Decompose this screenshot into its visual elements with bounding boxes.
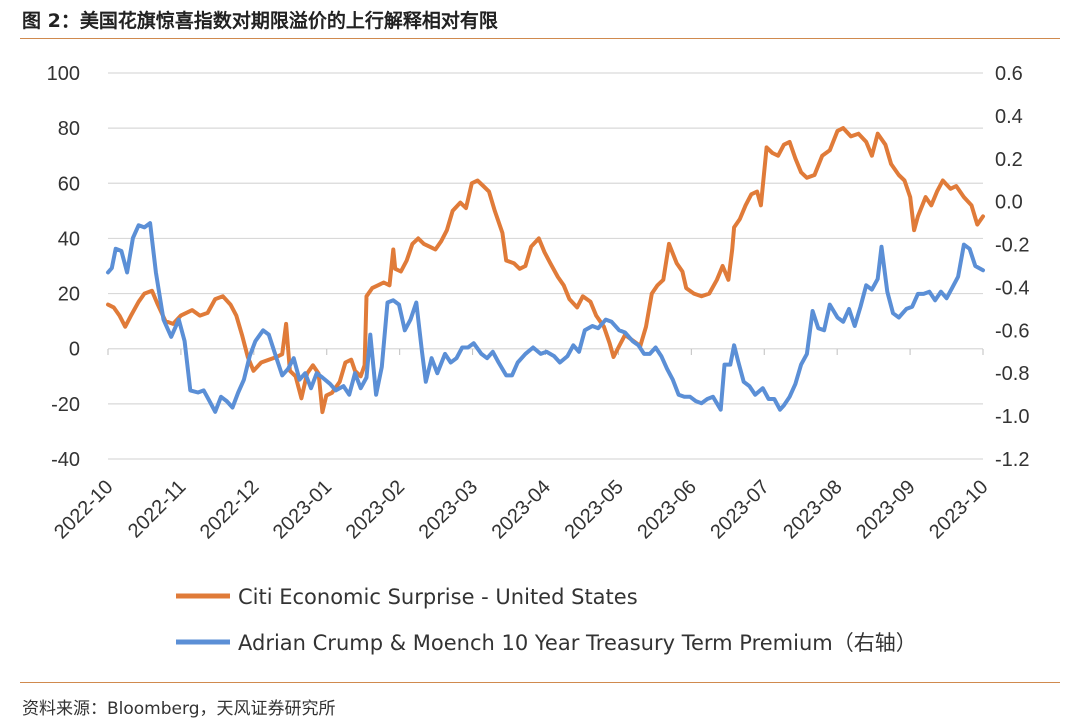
right-tick-label: -1.0 [995, 406, 1029, 428]
right-tick-label: -0.4 [995, 277, 1029, 299]
x-tick-label: 2023-10 [925, 476, 992, 543]
right-tick-label: -0.6 [995, 320, 1029, 342]
x-tick-label: 2022-12 [196, 476, 263, 543]
x-tick-label: 2023-08 [779, 476, 846, 543]
x-tick-label: 2023-04 [488, 476, 555, 543]
right-tick-label: -0.2 [995, 235, 1029, 257]
left-tick-label: -40 [51, 449, 80, 471]
x-tick-label: 2023-07 [706, 476, 773, 543]
series-lines [106, 126, 985, 415]
left-axis-ticks: 100 80 60 40 20 0 -20 -40 [47, 63, 80, 471]
legend-label-1: Citi Economic Surprise - United States [238, 585, 638, 609]
legend-label-2: Adrian Crump & Moench 10 Year Treasury T… [238, 631, 917, 655]
figure-title: 图 2：美国花旗惊喜指数对期限溢价的上行解释相对有限 [22, 10, 498, 32]
series-line-2 [106, 221, 985, 414]
right-tick-label: 0.6 [995, 63, 1023, 85]
left-tick-label: 40 [58, 228, 80, 250]
title-rule [20, 38, 1060, 39]
left-tick-label: 20 [58, 284, 80, 306]
left-tick-label: 80 [58, 118, 80, 140]
grid-lines [108, 72, 983, 460]
x-tick-label: 2023-01 [269, 476, 336, 543]
right-tick-label: -0.8 [995, 363, 1029, 385]
x-tick-label: 2023-05 [560, 476, 627, 543]
right-tick-label: 0.2 [995, 149, 1023, 171]
x-axis-ticks: 2022-10 2022-11 2022-12 2023-01 2023-02 2023-… [50, 349, 993, 543]
source-rule [20, 682, 1060, 683]
source-note: 资料来源：Bloomberg，天风证券研究所 [22, 699, 336, 719]
x-tick-label: 2023-03 [415, 476, 482, 543]
x-tick-label: 2023-09 [852, 476, 919, 543]
left-tick-label: 60 [58, 173, 80, 195]
right-tick-label: 0.4 [995, 106, 1023, 128]
chart: 100 80 60 40 20 0 -20 -40 0.6 0.4 0.2 0.0 -0.2 -0.4 -… [47, 63, 1030, 655]
left-tick-label: 100 [47, 63, 80, 85]
x-tick-label: 2022-10 [50, 476, 117, 543]
left-tick-label: -20 [51, 394, 80, 416]
right-axis-ticks: 0.6 0.4 0.2 0.0 -0.2 -0.4 -0.6 -0.8 -1.0 -1.2 [995, 63, 1029, 471]
legend: Citi Economic Surprise - United States Ad… [176, 585, 917, 655]
x-tick-label: 2022-11 [124, 476, 190, 542]
x-tick-label: 2023-02 [342, 476, 409, 543]
series-line-1 [106, 126, 985, 415]
right-tick-label: -1.2 [995, 449, 1029, 471]
right-tick-label: 0.0 [995, 192, 1023, 214]
x-tick-label: 2023-06 [633, 476, 700, 543]
left-tick-label: 0 [69, 339, 80, 361]
